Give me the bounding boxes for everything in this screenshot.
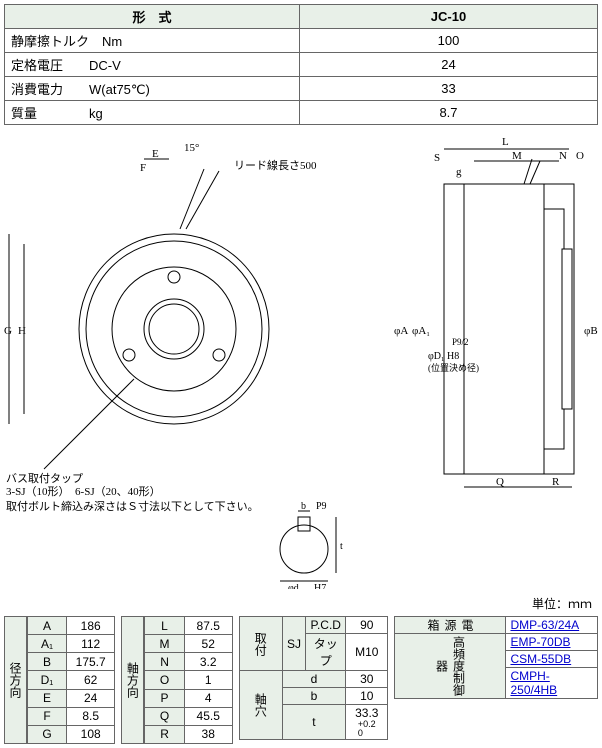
radial-table: A186 A₁112 B175.7 D₁62 E24 F8.5 G108 bbox=[27, 616, 115, 744]
svg-text:Q: Q bbox=[496, 476, 504, 488]
spec-row-label: 定格電圧 DC-V bbox=[5, 53, 300, 77]
ctrl-col1: 電源箱 bbox=[395, 617, 506, 634]
mount-col2: 軸穴 bbox=[239, 671, 282, 740]
angle-label: 15° bbox=[184, 142, 199, 154]
svg-text:H: H bbox=[18, 325, 26, 337]
svg-text:b: b bbox=[301, 501, 306, 512]
spec-header-left: 形 式 bbox=[5, 5, 300, 29]
t-value: 33.3+0.20 bbox=[346, 705, 388, 740]
dim-tables-cluster: 径方向 A186 A₁112 B175.7 D₁62 E24 F8.5 G108… bbox=[4, 616, 598, 744]
ctrl-link[interactable]: CMPH-250/4HB bbox=[510, 669, 557, 697]
mount-col1: 取付 bbox=[239, 617, 282, 671]
svg-text:R: R bbox=[552, 476, 560, 488]
svg-text:E: E bbox=[152, 148, 159, 160]
drawing-svg: リード線長さ500 15° G H E F バス取付タップ 3-SJ（10形） … bbox=[4, 129, 598, 589]
spec-table: 形 式 JC-10 静摩擦トルク Nm100 定格電圧 DC-V24 消費電力 … bbox=[4, 4, 598, 125]
spec-row-val: 24 bbox=[300, 53, 598, 77]
svg-text:φA₁: φA₁ bbox=[412, 325, 430, 337]
svg-text:L: L bbox=[502, 136, 509, 148]
spec-row-val: 100 bbox=[300, 29, 598, 53]
spec-row-label: 静摩擦トルク Nm bbox=[5, 29, 300, 53]
ctrl-col2: 高頻度制御器 bbox=[395, 634, 506, 699]
boss-tap: バス取付タップ bbox=[6, 472, 83, 485]
svg-text:φD₁ H8: φD₁ H8 bbox=[428, 351, 459, 362]
spec-row-val: 33 bbox=[300, 77, 598, 101]
svg-text:S: S bbox=[434, 152, 440, 164]
svg-text:φA: φA bbox=[394, 325, 408, 337]
svg-text:H7: H7 bbox=[314, 583, 326, 589]
svg-text:g: g bbox=[456, 166, 462, 178]
bolt-note: 取付ボルト締込み深さはＳ寸法以下として下さい。 bbox=[6, 499, 259, 513]
mount-table: 取付 SJ P.C.D 90 タップ M10 軸穴 d 30 b 10 t 33… bbox=[239, 616, 389, 740]
svg-text:P9/2: P9/2 bbox=[452, 337, 469, 347]
ctrl-link[interactable]: DMP-63/24A bbox=[510, 618, 579, 632]
tap-note: 3-SJ（10形） 6-SJ（20、40形） bbox=[6, 485, 161, 498]
svg-text:N: N bbox=[559, 150, 567, 162]
drawing-area: リード線長さ500 15° G H E F バス取付タップ 3-SJ（10形） … bbox=[4, 129, 598, 589]
axial-table: L87.5 M52 N3.2 O1 P4 Q45.5 R38 bbox=[144, 616, 232, 744]
svg-text:G: G bbox=[4, 325, 12, 337]
axial-title: 軸方向 bbox=[121, 616, 144, 744]
ctrl-link[interactable]: EMP-70DB bbox=[510, 635, 570, 649]
svg-text:φB: φB bbox=[584, 325, 598, 337]
radial-title: 径方向 bbox=[4, 616, 27, 744]
svg-text:(位置決め径): (位置決め径) bbox=[428, 362, 479, 373]
ctrl-link[interactable]: CSM-55DB bbox=[510, 652, 571, 666]
unit-label: 単位：ｍｍ bbox=[4, 593, 598, 616]
spec-row-label: 質量 kg bbox=[5, 101, 300, 125]
svg-text:P9: P9 bbox=[316, 501, 327, 512]
spec-row-val: 8.7 bbox=[300, 101, 598, 125]
svg-text:φd: φd bbox=[288, 583, 299, 589]
spec-row-label: 消費電力 W(at75℃) bbox=[5, 77, 300, 101]
svg-text:O: O bbox=[576, 150, 584, 162]
lead-text: リード線長さ500 bbox=[234, 158, 317, 172]
svg-text:F: F bbox=[140, 162, 146, 174]
svg-text:t: t bbox=[340, 541, 343, 552]
spec-header-right: JC-10 bbox=[300, 5, 598, 29]
controller-table: 電源箱 DMP-63/24A 高頻度制御器 EMP-70DB CSM-55DB … bbox=[394, 616, 598, 699]
svg-text:M: M bbox=[512, 150, 522, 162]
